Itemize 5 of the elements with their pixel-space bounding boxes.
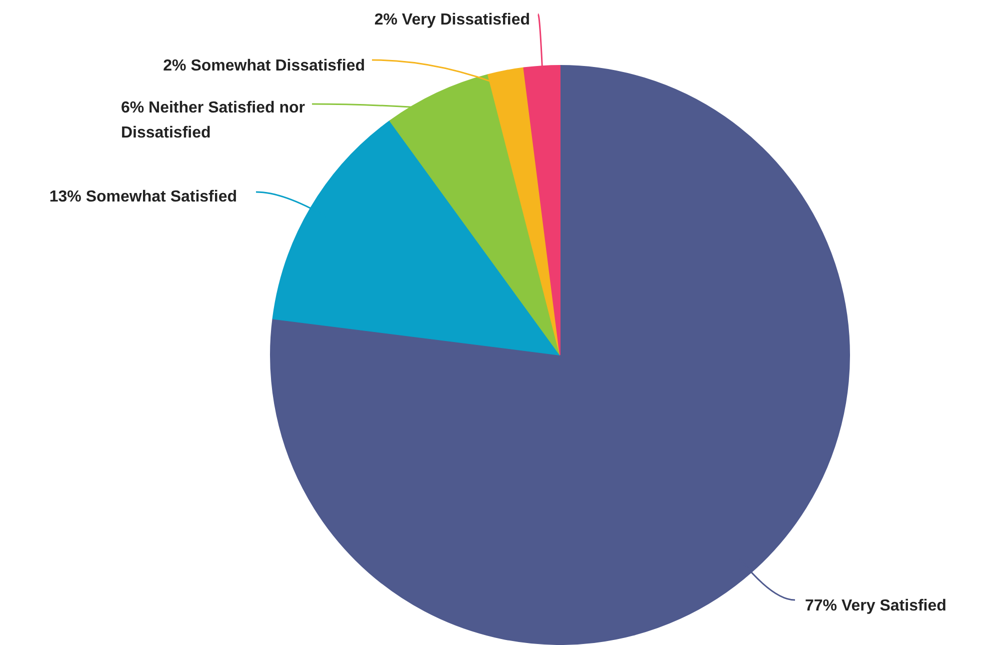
slice-label: 2% Somewhat Dissatisfied (163, 57, 365, 74)
slice-label: 77% Very Satisfied (805, 597, 946, 614)
slice-label: 2% Very Dissatisfied (374, 11, 530, 28)
slice-label: 6% Neither Satisfied nor Dissatisfied (120, 99, 305, 142)
slice-label: 13% Somewhat Satisfied (49, 188, 238, 206)
